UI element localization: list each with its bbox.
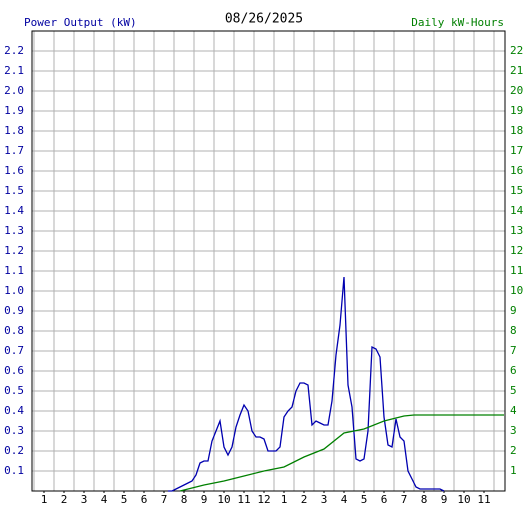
y2-tick-label: 22	[510, 44, 523, 57]
x-tick-label: 7	[161, 493, 168, 506]
series-line	[179, 414, 504, 492]
y-tick-label: 0.8	[4, 324, 24, 337]
y-tick-label: 2.0	[4, 84, 24, 97]
y-tick-label: 1.1	[4, 264, 24, 277]
y-tick-label: 1.9	[4, 104, 24, 117]
x-tick-label: 8	[181, 493, 188, 506]
y-tick-label: 1.2	[4, 244, 24, 257]
y-tick-label: 0.4	[4, 404, 24, 417]
y2-tick-label: 11	[510, 264, 523, 277]
y2-axis-label: Daily kW-Hours	[411, 16, 504, 29]
y2-tick-label: 3	[510, 424, 517, 437]
y-tick-label: 1.0	[4, 284, 24, 297]
y-tick-label: 1.4	[4, 204, 24, 217]
y2-tick-label: 1	[510, 464, 517, 477]
x-tick-label: 9	[441, 493, 448, 506]
y2-tick-label: 17	[510, 144, 523, 157]
y-tick-label: 0.2	[4, 444, 24, 457]
y2-tick-label: 20	[510, 84, 523, 97]
y-tick-label: 0.9	[4, 304, 24, 317]
y2-tick-label: 16	[510, 164, 523, 177]
x-tick-label: 3	[321, 493, 328, 506]
y-tick-label: 0.7	[4, 344, 24, 357]
x-tick-label: 5	[121, 493, 128, 506]
y2-tick-label: 12	[510, 244, 523, 257]
y2-tick-label: 5	[510, 384, 517, 397]
y2-tick-label: 13	[510, 224, 523, 237]
x-tick-label: 5	[361, 493, 368, 506]
x-tick-label: 7	[401, 493, 408, 506]
y-tick-label: 2.1	[4, 64, 24, 77]
y2-tick-label: 10	[510, 284, 523, 297]
y-axis-label: Power Output (kW)	[24, 16, 137, 29]
y2-tick-label: 18	[510, 124, 523, 137]
x-tick-label: 10	[457, 493, 470, 506]
y-tick-label: 1.8	[4, 124, 24, 137]
y-tick-label: 0.3	[4, 424, 24, 437]
y-tick-label: 0.5	[4, 384, 24, 397]
y2-tick-label: 2	[510, 444, 517, 457]
x-tick-label: 6	[141, 493, 148, 506]
x-tick-label: 4	[341, 493, 348, 506]
y2-tick-label: 7	[510, 344, 517, 357]
y2-tick-label: 15	[510, 184, 523, 197]
x-tick-label: 10	[217, 493, 230, 506]
x-tick-label: 1	[41, 493, 48, 506]
y-tick-label: 0.6	[4, 364, 24, 377]
y2-tick-label: 21	[510, 64, 523, 77]
y2-tick-label: 4	[510, 404, 517, 417]
series-line	[168, 276, 445, 492]
x-tick-label: 9	[201, 493, 208, 506]
x-tick-label: 11	[237, 493, 250, 506]
x-tick-label: 6	[381, 493, 388, 506]
x-tick-label: 8	[421, 493, 428, 506]
y-tick-label: 2.2	[4, 44, 24, 57]
plot-border	[31, 30, 506, 492]
y2-tick-label: 6	[510, 364, 517, 377]
y2-tick-label: 8	[510, 324, 517, 337]
chart-title: 08/26/2025	[225, 12, 303, 27]
y-tick-label: 1.6	[4, 164, 24, 177]
x-tick-label: 1	[281, 493, 288, 506]
x-tick-label: 2	[61, 493, 68, 506]
x-tick-label: 2	[301, 493, 308, 506]
x-tick-label: 4	[101, 493, 108, 506]
y-tick-label: 1.3	[4, 224, 24, 237]
y-tick-label: 1.5	[4, 184, 24, 197]
y-tick-label: 0.1	[4, 464, 24, 477]
x-tick-label: 3	[81, 493, 88, 506]
x-tick-label: 11	[477, 493, 490, 506]
y2-tick-label: 19	[510, 104, 523, 117]
y-tick-label: 1.7	[4, 144, 24, 157]
y2-tick-label: 14	[510, 204, 524, 217]
y2-tick-label: 9	[510, 304, 517, 317]
x-tick-label: 12	[257, 493, 270, 506]
